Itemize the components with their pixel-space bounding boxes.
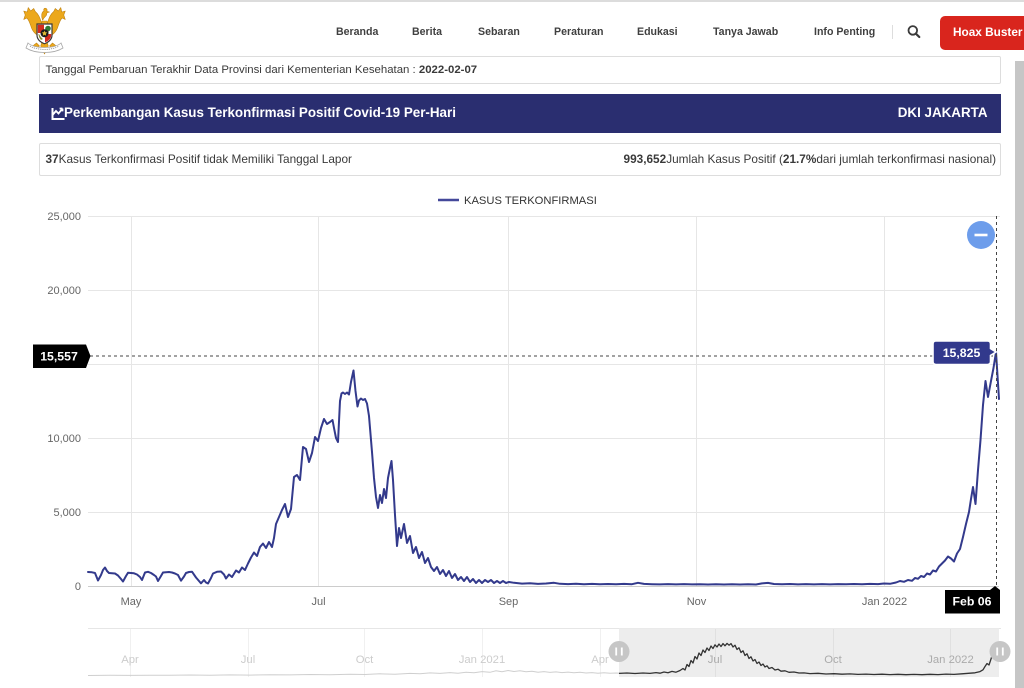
svg-text:Jan 2022: Jan 2022 [927,654,973,666]
svg-text:10,000: 10,000 [47,433,81,445]
svg-text:0: 0 [75,581,81,593]
svg-text:Jul: Jul [708,654,722,666]
svg-text:25,000: 25,000 [47,211,81,223]
svg-text:Sep: Sep [499,596,519,608]
svg-text:15,825: 15,825 [943,346,981,360]
svg-text:5,000: 5,000 [53,507,81,519]
svg-text:Feb 06: Feb 06 [953,595,992,609]
svg-text:Apr: Apr [121,654,139,666]
svg-text:Jul: Jul [241,654,255,666]
svg-text:Oct: Oct [824,654,842,666]
svg-text:15,557: 15,557 [40,350,78,364]
svg-text:Apr: Apr [591,654,609,666]
svg-text:20,000: 20,000 [47,285,81,297]
svg-text:KASUS TERKONFIRMASI: KASUS TERKONFIRMASI [464,195,597,207]
svg-text:May: May [121,596,142,608]
svg-text:Nov: Nov [687,596,707,608]
svg-text:Jan 2022: Jan 2022 [862,596,907,608]
svg-text:Jul: Jul [311,596,325,608]
svg-text:Jan 2021: Jan 2021 [459,654,505,666]
svg-text:Oct: Oct [356,654,374,666]
